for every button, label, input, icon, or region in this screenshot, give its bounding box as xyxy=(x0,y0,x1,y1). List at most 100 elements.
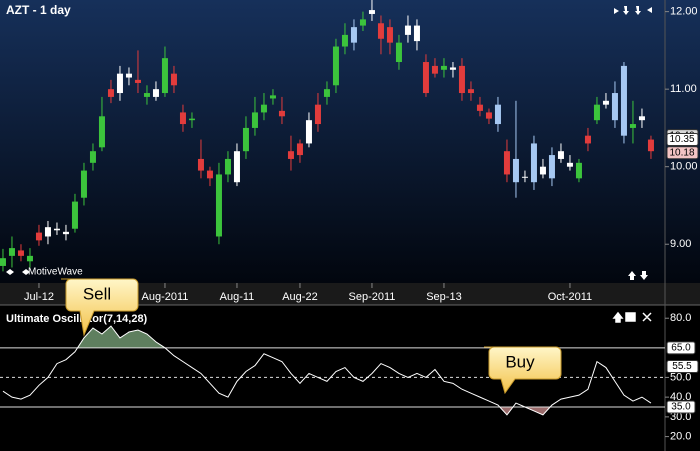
candle-body xyxy=(548,155,555,179)
candle-body xyxy=(647,139,654,152)
candle-body xyxy=(296,143,303,156)
callout-label: Buy xyxy=(505,352,535,371)
candle-body xyxy=(80,170,87,198)
oscillator-panel xyxy=(0,305,700,451)
scale-icon[interactable] xyxy=(628,271,648,280)
candle-body xyxy=(341,34,348,47)
callout xyxy=(61,278,139,337)
x-tick-label: Jul-12 xyxy=(24,291,54,303)
candle-body xyxy=(8,248,15,256)
candle-body xyxy=(242,127,249,152)
candle-body xyxy=(494,104,501,125)
candle-body xyxy=(251,112,258,128)
level-label: 35.0 xyxy=(671,402,691,413)
candle-body xyxy=(368,10,375,14)
candle-body xyxy=(584,135,591,144)
candle-body xyxy=(107,89,114,97)
candle-body xyxy=(260,104,267,113)
candle-body xyxy=(98,116,105,148)
candle-body xyxy=(575,162,582,179)
candle-body xyxy=(530,143,537,183)
candle-body xyxy=(431,65,438,74)
candle-body xyxy=(89,151,96,163)
level-box xyxy=(666,400,696,414)
y-tick-label: 30.0 xyxy=(670,411,691,423)
watermark: MotiveWave xyxy=(28,267,83,278)
candle-body xyxy=(359,19,366,26)
candle-body xyxy=(62,231,69,235)
price-marker-box xyxy=(666,133,699,147)
candle-body xyxy=(485,112,492,119)
x-axis-strip xyxy=(0,283,700,305)
y-tick-label: 80.0 xyxy=(670,312,691,324)
y-tick-label: 10.00 xyxy=(670,161,698,173)
candle-body xyxy=(125,73,132,78)
candle-body xyxy=(287,151,294,159)
oscillator-line xyxy=(2,325,652,416)
y-tick-label: 12.00 xyxy=(670,6,698,18)
candle-body xyxy=(53,228,60,231)
price-marker-label: 10.18 xyxy=(669,147,694,158)
candle-body xyxy=(161,58,168,94)
candle-body xyxy=(71,201,78,229)
candle-body xyxy=(323,89,330,97)
candle-body xyxy=(26,255,33,262)
candle-body xyxy=(233,151,240,183)
candle-body xyxy=(422,62,429,94)
candle-body xyxy=(179,112,186,125)
candle-body xyxy=(395,42,402,63)
y-tick-label: 40.0 xyxy=(670,391,691,403)
candle-body xyxy=(350,27,357,43)
candle-body xyxy=(134,79,141,83)
x-tick-label: Aug-11 xyxy=(220,291,255,303)
level-label: 65.0 xyxy=(671,342,691,353)
candle-body xyxy=(224,158,231,175)
candle-body xyxy=(332,46,339,86)
candle-body xyxy=(17,250,24,256)
callout-label: Sell xyxy=(83,284,111,303)
candle-body xyxy=(440,65,447,70)
candle-body xyxy=(314,104,321,125)
candle-body xyxy=(305,120,312,144)
candle-body xyxy=(638,116,645,121)
candle-body xyxy=(458,65,465,94)
y-tick-label: 9.00 xyxy=(670,238,691,250)
candle-body xyxy=(377,23,384,39)
y-tick-label: 20.0 xyxy=(670,431,691,443)
candle-body xyxy=(0,258,6,266)
x-tick-label: Aug-22 xyxy=(282,291,317,303)
candle-body xyxy=(566,162,573,167)
candle-body xyxy=(620,65,627,136)
x-tick-label: Oct-2011 xyxy=(548,291,592,303)
candle-body xyxy=(35,232,42,241)
candle-body xyxy=(602,100,609,105)
candle-body xyxy=(539,166,546,175)
price-marker-label: 55.5 xyxy=(672,361,692,372)
candle-body xyxy=(413,25,420,42)
price-marker-label: 10.35 xyxy=(669,134,694,145)
overbought-fill xyxy=(77,326,165,348)
candle-body xyxy=(503,151,510,175)
scroll-icon[interactable] xyxy=(6,269,30,275)
candle-body xyxy=(206,170,213,179)
candle-body xyxy=(215,174,222,237)
candle-body xyxy=(278,110,285,117)
candle-body xyxy=(269,95,276,99)
candle-body xyxy=(386,27,393,43)
candle-body xyxy=(521,176,528,178)
callout xyxy=(484,346,562,395)
level-box xyxy=(666,341,696,355)
candle-body xyxy=(404,25,411,35)
x-tick-label: Sep-13 xyxy=(426,291,461,303)
y-tick-label: 11.00 xyxy=(670,83,697,95)
candle-body xyxy=(152,89,159,97)
candle-body xyxy=(557,151,564,159)
candle-body xyxy=(476,104,483,111)
candle-body xyxy=(449,67,456,70)
window-icon[interactable] xyxy=(612,311,652,323)
oscillator-title: Ultimate Oscillator(7,14,28) xyxy=(6,313,148,325)
candle-body xyxy=(467,89,474,94)
candle-body xyxy=(611,93,618,121)
x-tick-label: Sep-2011 xyxy=(349,291,396,303)
